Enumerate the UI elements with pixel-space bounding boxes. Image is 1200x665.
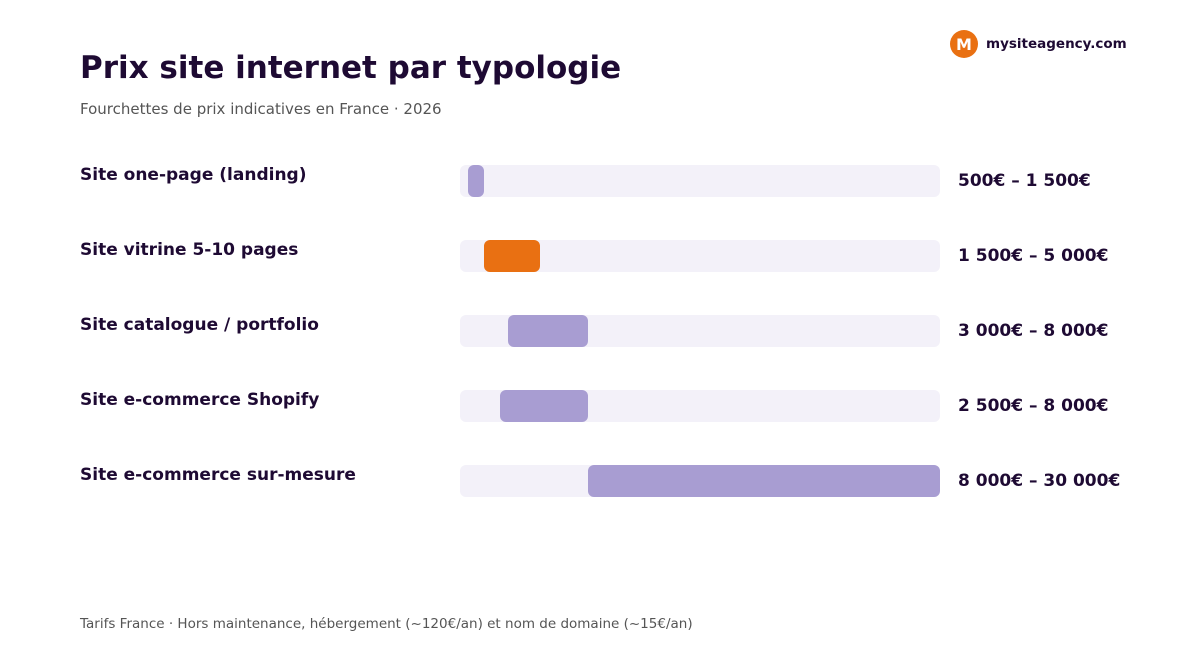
- range-bar: [500, 390, 588, 422]
- brand[interactable]: M mysiteagency.com: [950, 30, 1127, 58]
- brand-logo-icon: M: [950, 30, 978, 58]
- range-value-label: 500€ – 1 500€: [958, 171, 1091, 191]
- category-label: Site vitrine 5-10 pages: [80, 240, 299, 260]
- range-value-label: 1 500€ – 5 000€: [958, 246, 1109, 266]
- range-value-label: 8 000€ – 30 000€: [958, 471, 1121, 491]
- range-bar: [484, 240, 540, 272]
- chart-subtitle: Fourchettes de prix indicatives en Franc…: [80, 100, 442, 118]
- brand-name: mysiteagency.com: [986, 36, 1127, 52]
- range-bar: [508, 315, 588, 347]
- range-value-label: 3 000€ – 8 000€: [958, 321, 1109, 341]
- footnote: Tarifs France · Hors maintenance, héberg…: [80, 616, 693, 632]
- category-label: Site catalogue / portfolio: [80, 315, 319, 335]
- range-bar: [468, 165, 484, 197]
- range-bar: [588, 465, 940, 497]
- range-value-label: 2 500€ – 8 000€: [958, 396, 1109, 416]
- bar-track: [460, 390, 940, 422]
- bar-track: [460, 465, 940, 497]
- category-label: Site one-page (landing): [80, 165, 307, 185]
- bar-track: [460, 165, 940, 197]
- category-label: Site e-commerce sur-mesure: [80, 465, 356, 485]
- bar-track: [460, 315, 940, 347]
- chart-title: Prix site internet par typologie: [80, 50, 622, 86]
- category-label: Site e-commerce Shopify: [80, 390, 320, 410]
- bar-track: [460, 240, 940, 272]
